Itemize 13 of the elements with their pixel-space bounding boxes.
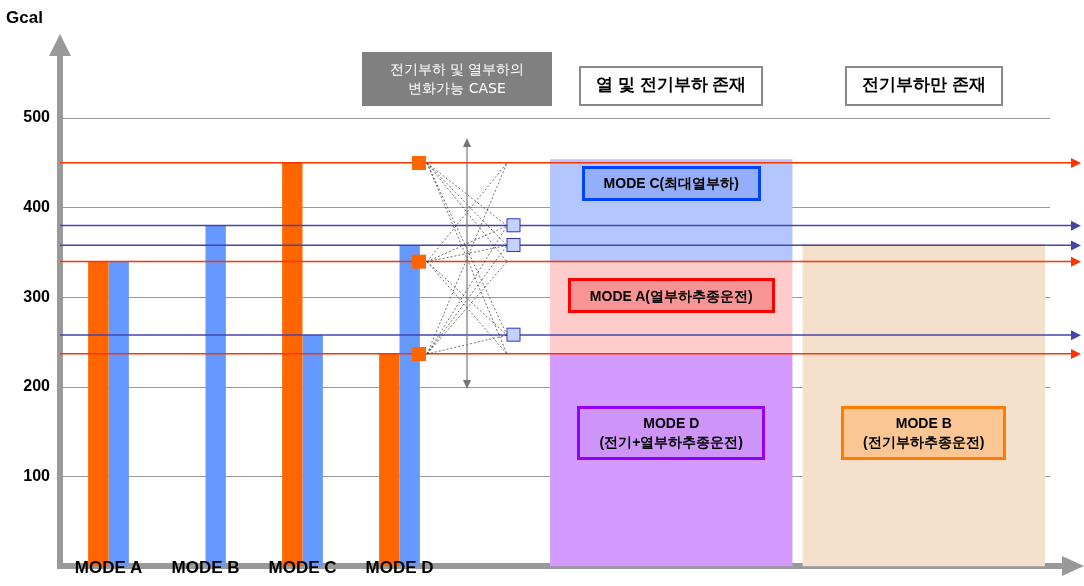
y-tick-label: 500 <box>23 108 51 126</box>
x-tick-label: 열 및 전기부하 존재 <box>596 75 747 95</box>
y-tick-label: 300 <box>23 287 51 305</box>
annotation: MODE A(열부하추종운전) <box>589 286 753 306</box>
y-tick-label: 200 <box>23 377 51 395</box>
y-tick-label: 400 <box>23 198 51 216</box>
y-axis-title: Gcal <box>6 7 43 27</box>
y-tick-label: 100 <box>23 467 51 485</box>
x-tick-label: 전기부하만 존재 <box>861 75 986 95</box>
annotation: MODE C(최대열부하) <box>603 173 739 193</box>
annotation: MODE B (전기부하추종운전) <box>863 413 985 452</box>
text: 전기부하 및 열부하의 변화가능 CASE <box>389 60 525 98</box>
annotation: MODE D (전기+열부하추종운전) <box>599 413 743 452</box>
